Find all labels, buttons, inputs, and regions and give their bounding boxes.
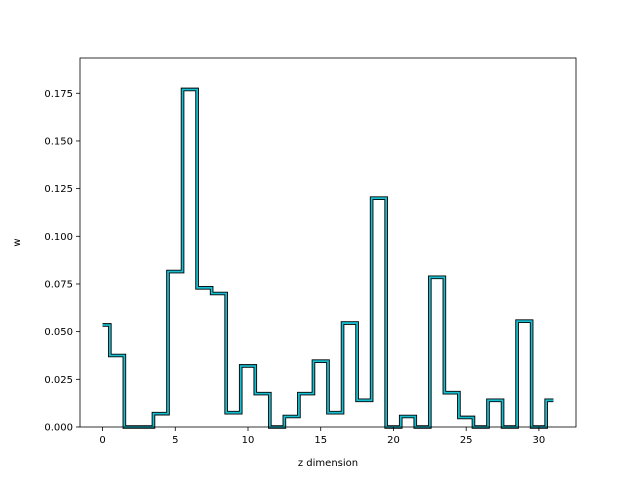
- x-tick-label: 0: [99, 435, 105, 446]
- axes-frame: [79, 57, 577, 428]
- y-axis: 0.000 0.025 0.050 0.075 0.100 0.125 0.150 0.175: [44, 89, 80, 434]
- x-tick-label: 10: [242, 435, 255, 446]
- y-tick-label: 0.125: [44, 184, 73, 195]
- y-tick-label: 0.175: [44, 89, 73, 100]
- y-tick-label: 0.100: [44, 232, 73, 243]
- y-axis-label: w: [12, 238, 23, 246]
- x-tick-label: 20: [387, 435, 400, 446]
- y-tick-label: 0.150: [44, 136, 73, 147]
- x-tick-label: 15: [314, 435, 327, 446]
- x-tick-label: 25: [460, 435, 473, 446]
- y-tick-label: 0.075: [44, 279, 73, 290]
- y-tick-label: 0.050: [44, 327, 73, 338]
- x-axis-label: z dimension: [298, 458, 358, 469]
- x-tick-label: 5: [172, 435, 178, 446]
- y-tick-label: 0.025: [44, 375, 73, 386]
- x-axis: 0 5 10 15 20 25 30: [99, 427, 545, 446]
- y-tick-label: 0.000: [44, 423, 73, 434]
- x-tick-label: 30: [533, 435, 546, 446]
